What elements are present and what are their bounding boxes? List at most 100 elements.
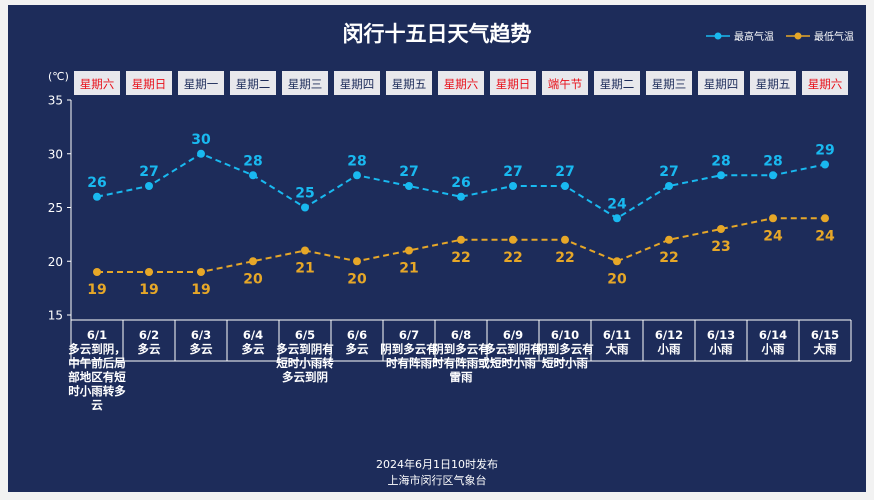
data-label-low: 20 [243, 271, 263, 287]
data-label-low: 23 [711, 239, 730, 255]
weekday-box [386, 71, 432, 95]
date-label: 6/9 [503, 328, 523, 342]
date-label: 6/1 [87, 328, 107, 342]
data-label-high: 24 [607, 196, 627, 212]
weather-description: 多云 [242, 342, 265, 356]
weekday-label: 星期六 [444, 77, 479, 91]
date-label: 6/12 [655, 328, 683, 342]
date-label: 6/3 [191, 328, 211, 342]
weekday-label: 星期日 [496, 77, 531, 91]
data-label-high: 28 [711, 153, 730, 169]
legend-label-0: 最高气温 [734, 30, 774, 43]
series-line-low [97, 217, 825, 273]
data-point-low [769, 214, 777, 223]
series-line-high [96, 152, 826, 220]
data-label-low: 21 [295, 261, 314, 277]
weather-description: 阴到多云有时有阵雨或雷雨 [432, 342, 490, 384]
data-label-low: 19 [87, 282, 106, 298]
weekday-label: 端午节 [548, 77, 583, 91]
data-label-high: 28 [347, 153, 366, 169]
weather-description: 多云 [138, 342, 161, 356]
date-label: 6/10 [551, 328, 579, 342]
data-label-high: 27 [139, 164, 158, 180]
weekday-box [490, 71, 536, 95]
data-label-low: 20 [607, 271, 627, 287]
weather-description: 多云到阴有短时小雨 [484, 342, 542, 370]
data-label-low: 22 [555, 250, 574, 266]
data-label-low: 19 [139, 282, 158, 298]
weather-description: 小雨 [657, 342, 681, 356]
data-point-low [457, 235, 465, 244]
data-point-low [249, 257, 257, 266]
weekday-box [594, 71, 640, 95]
weekday-label: 星期三 [652, 77, 687, 91]
weekday-label: 星期四 [704, 77, 739, 91]
y-tick-label: 25 [48, 201, 63, 215]
weekday-box [178, 71, 224, 95]
chart-title: 闵行十五日天气趋势 [343, 22, 532, 46]
weekday-label: 星期一 [184, 77, 219, 91]
weather-description: 多云 [346, 342, 369, 356]
data-point-high [769, 171, 777, 180]
data-label-low: 22 [451, 250, 470, 266]
weekday-box [230, 71, 276, 95]
data-label-low: 21 [399, 261, 418, 277]
legend-marker-1 [794, 32, 802, 40]
data-point-low [821, 214, 829, 223]
weather-description: 小雨 [761, 342, 785, 356]
data-label-high: 27 [399, 164, 418, 180]
data-point-low [197, 268, 205, 276]
data-point-high [197, 149, 205, 158]
weekday-label: 星期四 [340, 77, 375, 91]
chart-frame: 闵行十五日天气趋势 最高气温 最低气温 (℃) 星期六 星期日 星期一 星期二 星期三 星期四 星期… [8, 5, 866, 492]
data-point-high [301, 203, 309, 212]
weekday-label: 星期五 [392, 77, 427, 91]
data-point-high [249, 171, 257, 180]
data-point-high [405, 182, 413, 190]
weekday-box [282, 71, 328, 95]
weekday-label: 星期六 [80, 77, 115, 91]
footer-publish-time: 2024年6月1日10时发布 [376, 457, 498, 471]
data-label-high: 28 [763, 153, 782, 169]
date-label: 6/14 [759, 328, 787, 342]
y-tick-label: 30 [48, 147, 63, 161]
date-label: 6/5 [295, 328, 315, 342]
data-label-high: 29 [815, 143, 834, 159]
data-point-high [145, 182, 153, 190]
weekday-label: 星期日 [132, 77, 167, 91]
data-point-low [353, 257, 361, 266]
data-label-high: 28 [243, 153, 262, 169]
weekday-box [646, 71, 692, 95]
data-label-high: 25 [295, 186, 314, 202]
data-label-low: 20 [347, 271, 367, 287]
data-label-high: 26 [87, 175, 106, 191]
weekday-box [438, 71, 484, 95]
data-point-low [301, 246, 309, 255]
y-tick-label: 35 [48, 94, 63, 108]
date-label: 6/11 [603, 328, 631, 342]
footer-publisher: 上海市闵行区气象台 [388, 473, 487, 487]
data-point-high [821, 160, 829, 169]
weekday-label: 星期三 [288, 77, 323, 91]
data-point-low [717, 225, 725, 233]
data-point-high [613, 214, 621, 223]
legend-marker-0 [714, 32, 722, 40]
data-label-high: 30 [191, 132, 211, 148]
weather-description: 阴到多云有短时小雨 [536, 342, 594, 370]
data-point-low [145, 268, 153, 276]
date-label: 6/7 [399, 328, 419, 342]
legend-label-1: 最低气温 [814, 30, 854, 43]
weekday-box [542, 71, 588, 95]
data-point-high [353, 171, 361, 180]
weather-trend-chart: 闵行十五日天气趋势 最高气温 最低气温 (℃) 星期六 星期日 星期一 星期二 星期三 星期四 星期… [48, 22, 854, 487]
weekday-label: 星期二 [600, 77, 635, 91]
data-point-low [509, 235, 517, 244]
date-label: 6/2 [139, 328, 159, 342]
weather-description: 大雨 [606, 342, 629, 356]
data-label-low: 22 [503, 250, 522, 266]
data-point-low [665, 235, 673, 244]
data-label-high: 27 [503, 164, 522, 180]
y-tick-label: 20 [48, 255, 63, 269]
weather-description: 多云 [190, 342, 213, 356]
date-label: 6/4 [243, 328, 263, 342]
